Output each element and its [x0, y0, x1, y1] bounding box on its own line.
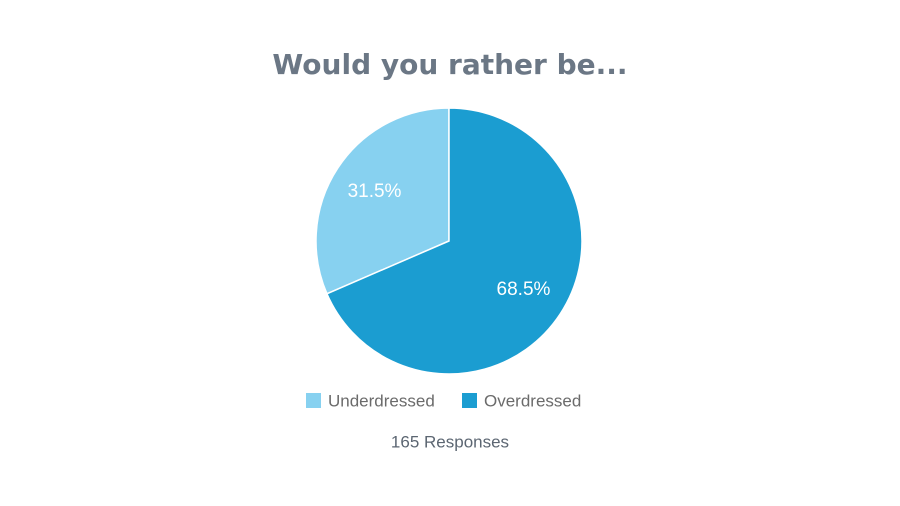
- legend-swatch: [462, 393, 477, 408]
- legend-label: Overdressed: [484, 391, 581, 410]
- chart-title: Would you rather be...: [272, 48, 627, 81]
- legend-swatch: [306, 393, 321, 408]
- footnote: 165 Responses: [391, 432, 509, 451]
- pie-slice: [315, 107, 450, 295]
- slice-label: 68.5%: [497, 279, 551, 300]
- legend-label: Underdressed: [328, 391, 435, 410]
- pie-slice: [325, 107, 583, 375]
- slice-label: 31.5%: [348, 181, 402, 202]
